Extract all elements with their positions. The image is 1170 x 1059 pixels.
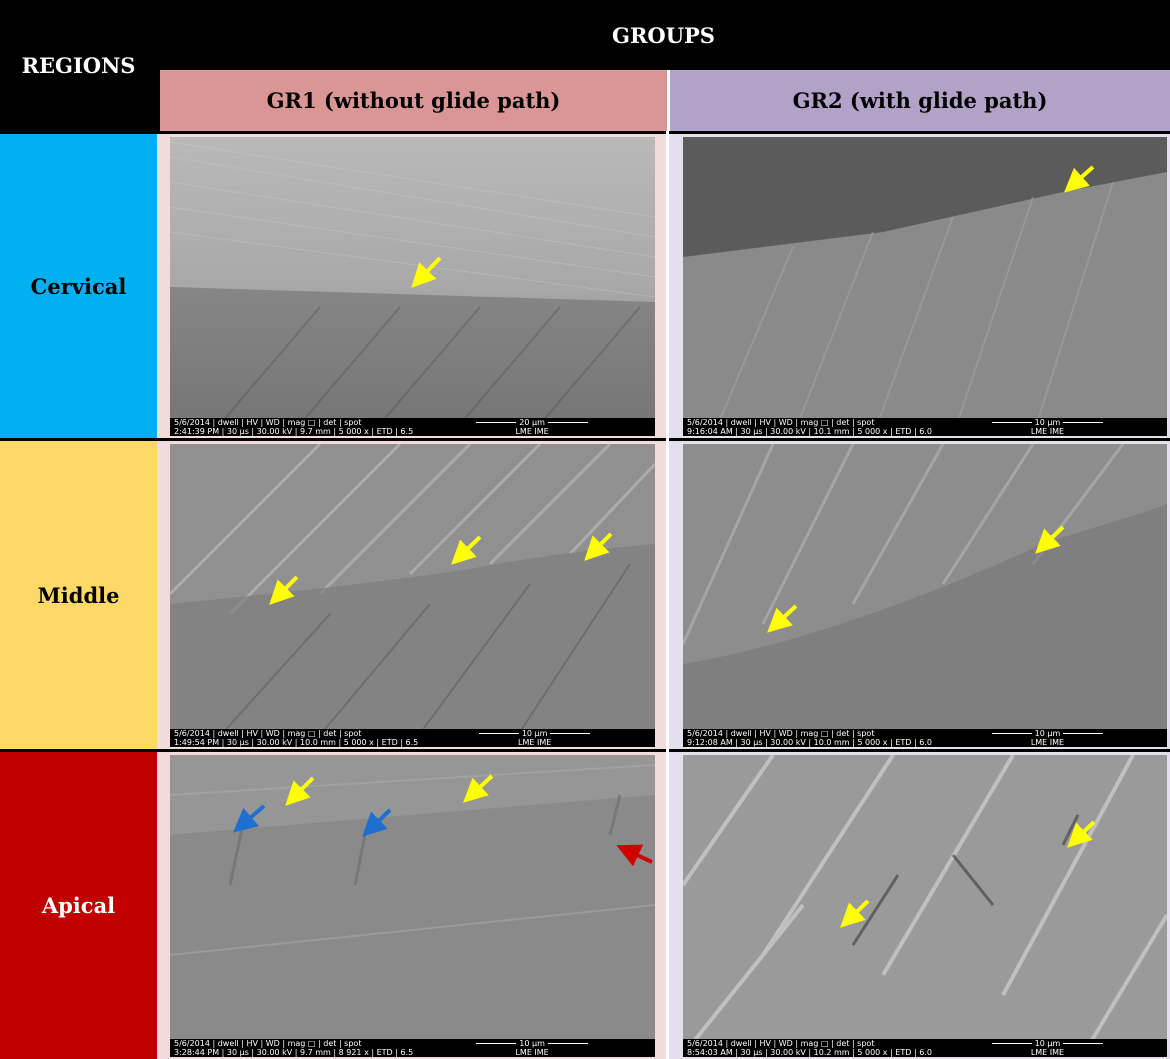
sem-image-middle-gr2 [683, 444, 1167, 747]
lab-label: LME IME [1030, 1048, 1065, 1057]
regions-header-label: REGIONS [21, 53, 136, 78]
group1-header-label: GR1 (without glide path) [266, 88, 561, 113]
databar-meta-2: 9:12:08 AM | 30 µs | 30.00 kV | 10.0 mm … [687, 738, 932, 747]
lab-label: LME IME [1030, 427, 1065, 436]
scale-bar-label: 10 µm [521, 729, 548, 738]
sem-image-apical-gr1 [170, 755, 655, 1057]
groups-header: GROUPS [157, 0, 1170, 70]
scale-bar-label: 10 µm [1034, 729, 1061, 738]
sem-texture [683, 444, 1167, 747]
scale-bar-label: 10 µm [1034, 418, 1061, 427]
row-label-middle: Middle [0, 438, 157, 749]
sem-texture [683, 755, 1167, 1057]
scale-bar-label: 10 µm [519, 1039, 545, 1048]
databar-meta-1: 5/6/2014 | dwell | HV | WD | mag □ | det… [174, 729, 362, 738]
row-label-cervical-text: Cervical [30, 273, 127, 299]
group2-header: GR2 (with glide path) [667, 70, 1170, 131]
sem-texture [170, 755, 655, 1057]
regions-header: REGIONS [0, 0, 157, 131]
databar-meta-1: 5/6/2014 | dwell | HV | WD | mag □ | det… [174, 418, 362, 427]
group-divider [666, 131, 669, 1059]
row-label-cervical: Cervical [0, 131, 157, 438]
lab-label: LME IME [515, 1048, 549, 1057]
sem-image-apical-gr2 [683, 755, 1167, 1057]
databar-meta-1: 5/6/2014 | dwell | HV | WD | mag □ | det… [687, 729, 875, 738]
sem-databar-middle-gr2: 5/6/2014 | dwell | HV | WD | mag □ | det… [683, 729, 1167, 747]
group2-header-label: GR2 (with glide path) [792, 88, 1048, 113]
sem-databar-middle-gr1: 5/6/2014 | dwell | HV | WD | mag □ | det… [170, 729, 655, 747]
databar-meta-2: 9:16:04 AM | 30 µs | 30.00 kV | 10.1 mm … [687, 427, 932, 436]
lab-label: LME IME [515, 427, 549, 436]
lab-label: LME IME [1030, 738, 1065, 747]
sem-image-cervical-gr2 [683, 137, 1167, 436]
databar-meta-2: 8:54:03 AM | 30 µs | 30.00 kV | 10.2 mm … [687, 1048, 932, 1057]
groups-header-label: GROUPS [612, 22, 715, 48]
row-label-middle-text: Middle [37, 582, 120, 608]
row-label-apical: Apical [0, 749, 157, 1059]
sem-databar-apical-gr2: 5/6/2014 | dwell | HV | WD | mag □ | det… [683, 1039, 1167, 1057]
sem-image-cervical-gr1 [170, 137, 655, 436]
databar-meta-1: 5/6/2014 | dwell | HV | WD | mag □ | det… [687, 418, 875, 427]
lab-label: LME IME [518, 738, 552, 747]
group1-header: GR1 (without glide path) [157, 70, 667, 131]
scale-bar-label: 20 µm [519, 418, 545, 427]
databar-meta-2: 1:49:54 PM | 30 µs | 30.00 kV | 10.0 mm … [174, 738, 419, 747]
databar-meta-1: 5/6/2014 | dwell | HV | WD | mag □ | det… [687, 1039, 875, 1048]
databar-meta-2: 2:41:39 PM | 30 µs | 30.00 kV | 9.7 mm |… [174, 427, 414, 436]
sem-databar-cervical-gr1: 5/6/2014 | dwell | HV | WD | mag □ | det… [170, 418, 655, 436]
databar-meta-1: 5/6/2014 | dwell | HV | WD | mag □ | det… [174, 1039, 362, 1048]
sem-texture [170, 137, 655, 436]
sem-texture [683, 137, 1167, 436]
databar-meta-2: 3:28:44 PM | 30 µs | 30.00 kV | 9.7 mm |… [174, 1048, 414, 1057]
sem-texture [170, 444, 655, 747]
sem-image-middle-gr1 [170, 444, 655, 747]
sem-databar-cervical-gr2: 5/6/2014 | dwell | HV | WD | mag □ | det… [683, 418, 1167, 436]
row-label-apical-text: Apical [41, 893, 116, 918]
sem-databar-apical-gr1: 5/6/2014 | dwell | HV | WD | mag □ | det… [170, 1039, 655, 1057]
scale-bar-label: 10 µm [1034, 1039, 1061, 1048]
